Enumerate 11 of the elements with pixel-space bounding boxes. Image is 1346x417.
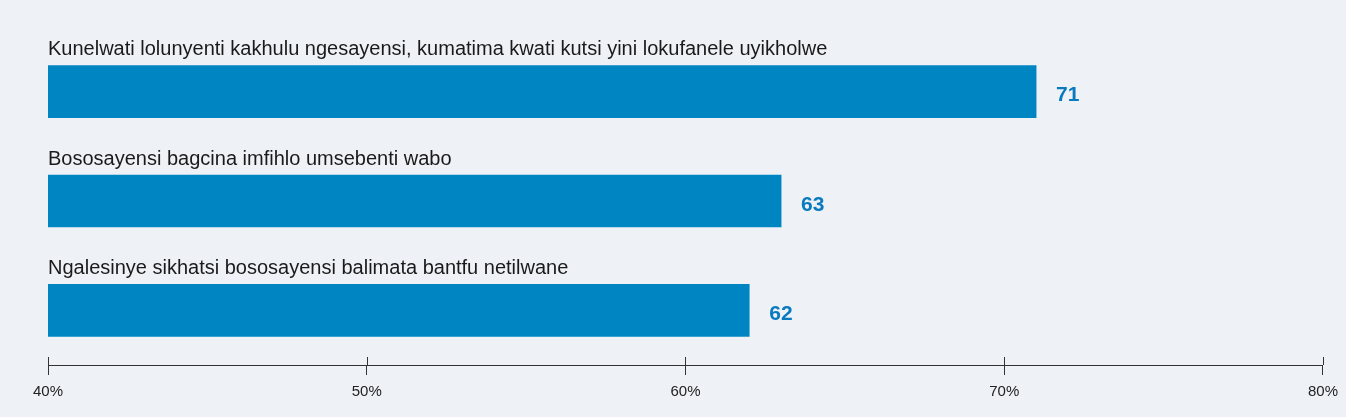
x-tick-label: 70% — [989, 382, 1020, 400]
y-tick-label: Bososayensi bagcina imfihlo umsebenti wabo — [48, 146, 452, 169]
x-tick-label: 50% — [351, 382, 382, 400]
x-tick-label: 80% — [1307, 382, 1338, 400]
x-tick-label: 40% — [32, 382, 64, 400]
data-label: 62 — [769, 301, 793, 325]
data-label: 71 — [1056, 82, 1080, 106]
y-tick-label: Ngalesinye sikhatsi bososayensi balimata bantfu netilwane — [48, 255, 569, 278]
x-tick-label: 60% — [670, 382, 701, 400]
data-label: 63 — [801, 191, 825, 215]
y-tick-label: Kunelwati lolunyenti kakhulu ngesayensi, kumatima kwati kutsi yini lokufanele uyikholwe — [48, 37, 828, 60]
